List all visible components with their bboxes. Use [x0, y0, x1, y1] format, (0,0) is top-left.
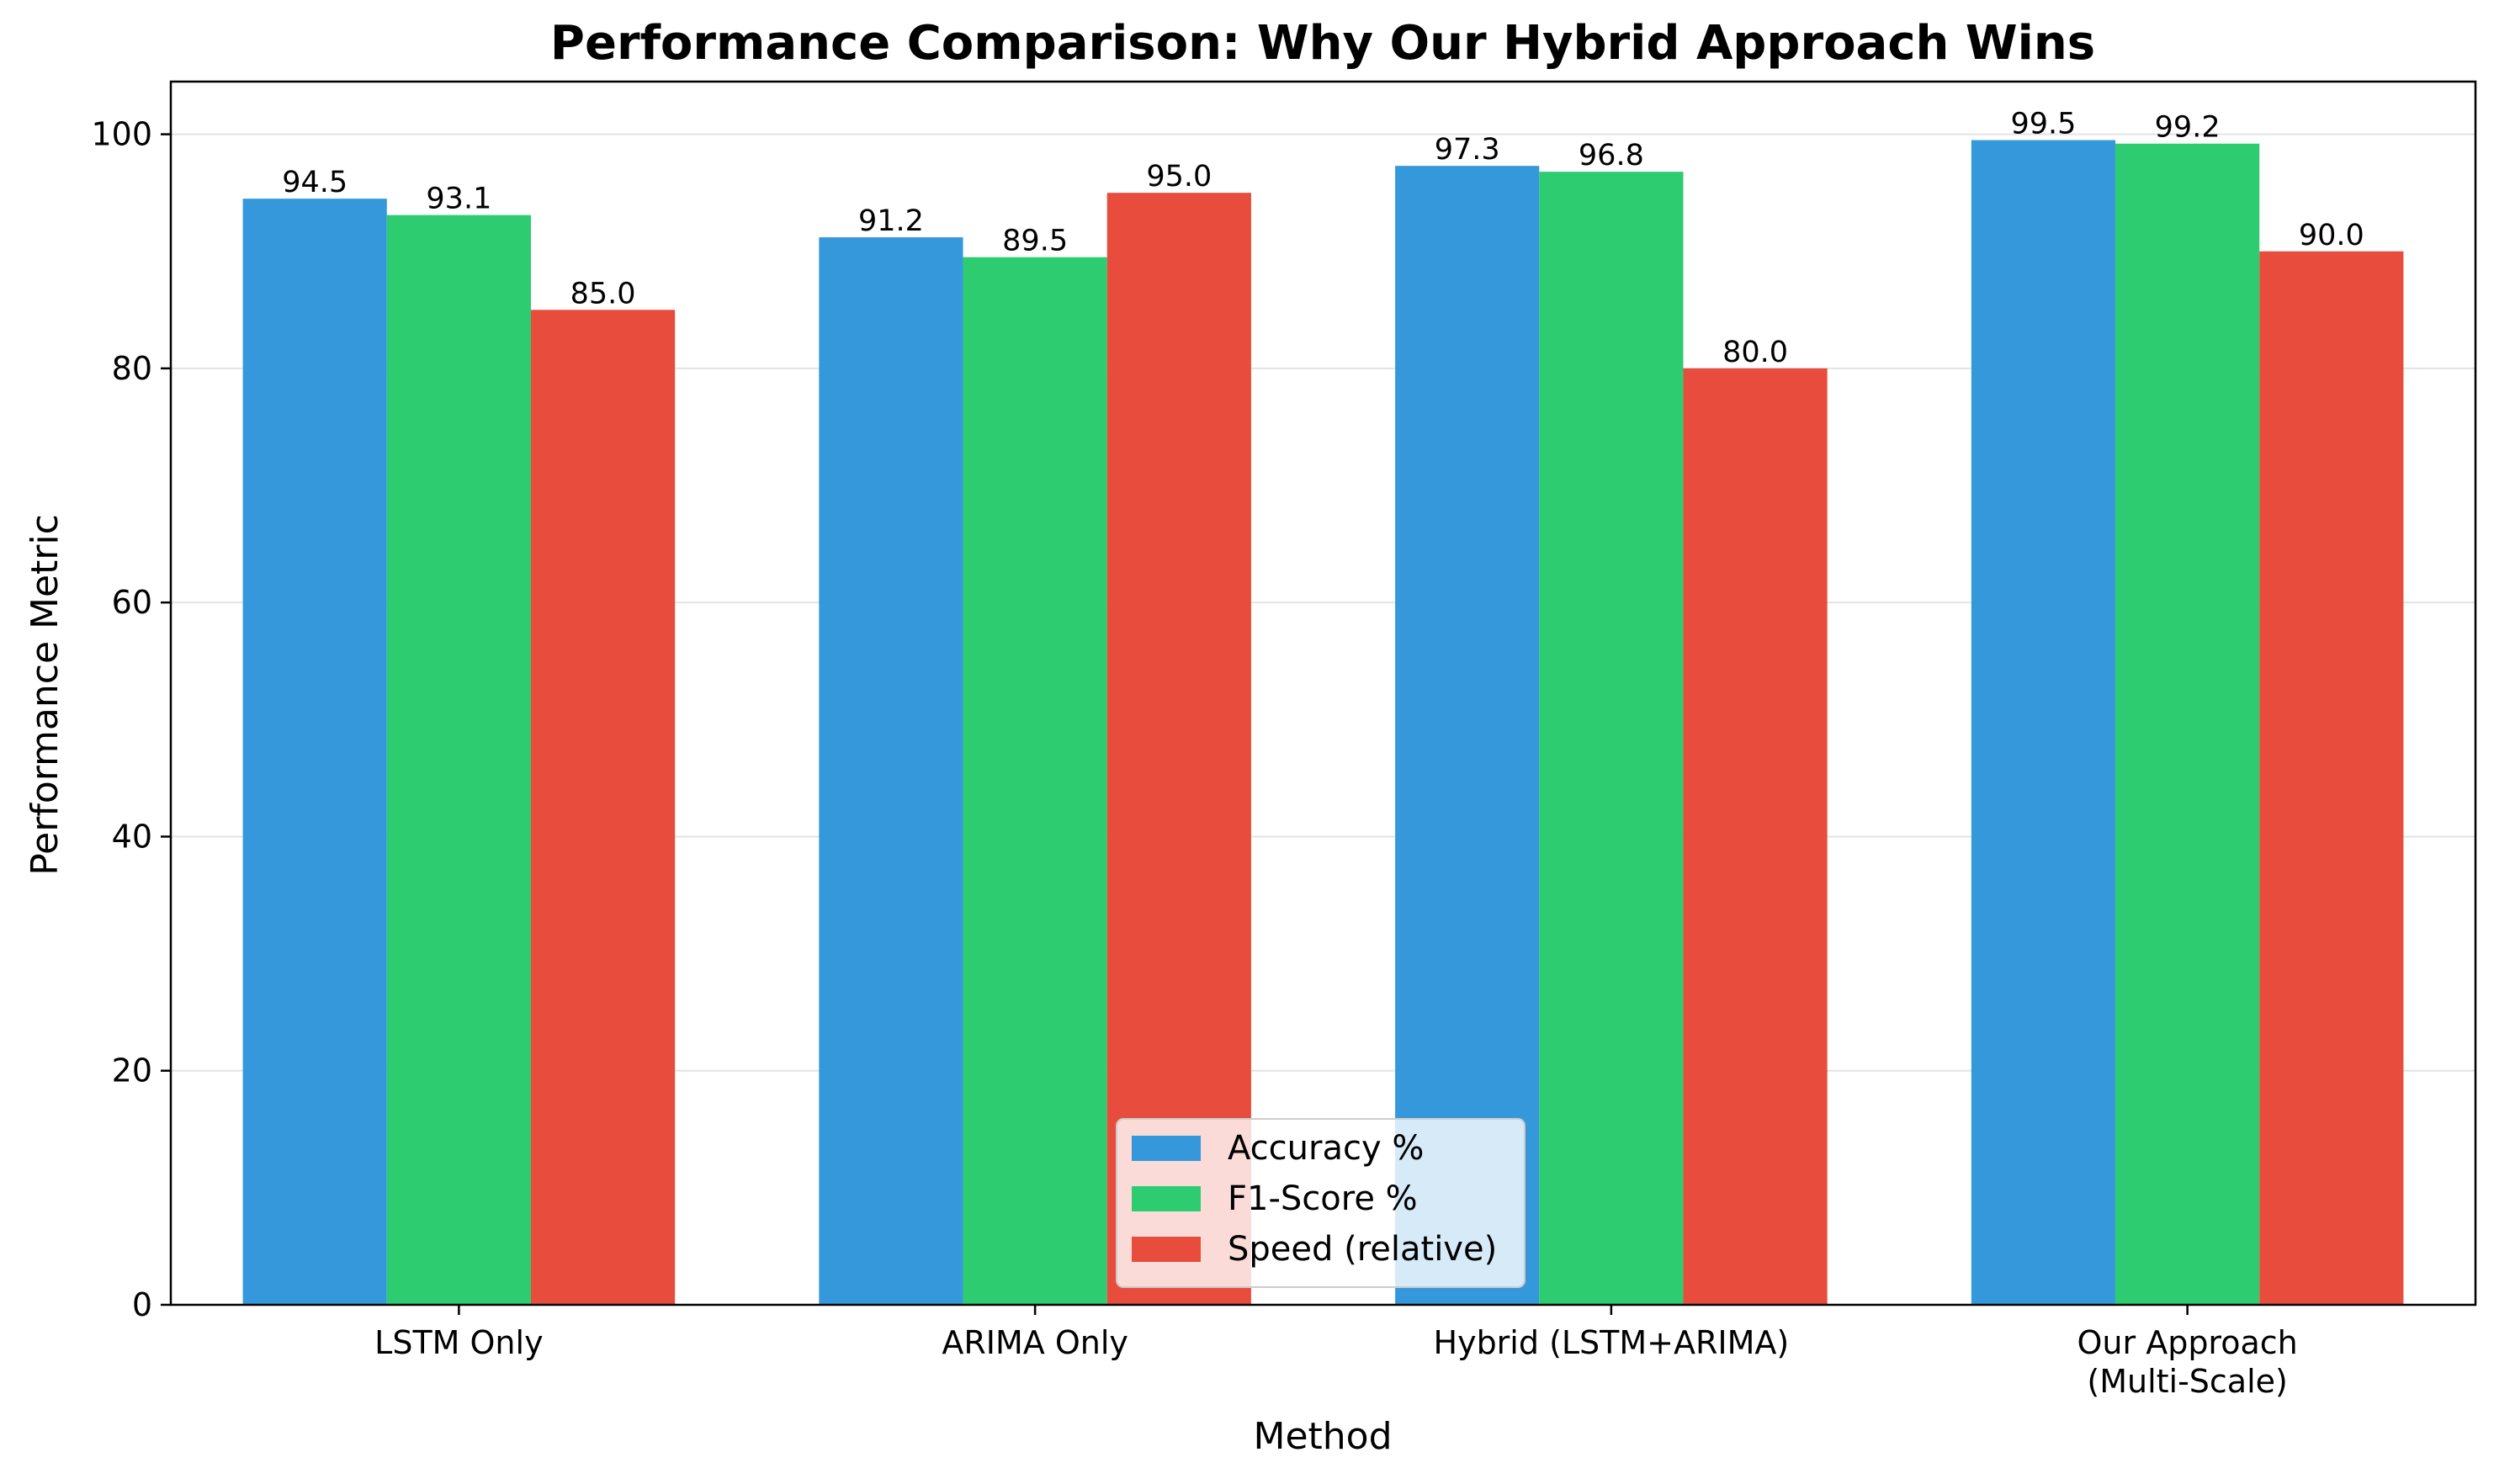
data-label: 85.0 — [570, 277, 636, 310]
legend-swatch — [1132, 1136, 1201, 1161]
x-tick-label: LSTM Only — [374, 1324, 543, 1361]
data-label: 95.0 — [1146, 160, 1212, 193]
plot-frame — [169, 80, 2477, 1306]
x-tick-label: Our Approach — [2077, 1324, 2298, 1361]
bar — [242, 199, 387, 1305]
chart-title: Performance Comparison: Why Our Hybrid A… — [550, 16, 2095, 71]
data-label: 90.0 — [2299, 219, 2364, 252]
legend-label: F1-Score % — [1228, 1179, 1418, 1218]
bar — [1395, 166, 1540, 1305]
data-label: 80.0 — [1722, 336, 1788, 369]
bar — [530, 310, 676, 1306]
data-label: 99.5 — [2010, 108, 2076, 141]
legend: Accuracy % F1-Score % Speed (relative) — [1116, 1118, 1526, 1288]
data-label: 89.5 — [1002, 225, 1068, 258]
legend-label: Accuracy % — [1228, 1129, 1424, 1168]
bar — [1683, 368, 1828, 1306]
x-tick-label: ARIMA Only — [942, 1324, 1128, 1361]
y-axis-label: Performance Metric — [24, 514, 66, 876]
y-tick-label: 40 — [112, 818, 152, 855]
x-tick-label: (Multi-Scale) — [2087, 1363, 2287, 1400]
legend-swatch — [1132, 1237, 1201, 1262]
data-label: 96.8 — [1579, 139, 1644, 172]
data-labels: 94.5 91.2 97.3 99.5 93.1 89.5 96.8 99.2 85.0 95.0… — [282, 108, 2364, 369]
bar — [1971, 140, 2116, 1306]
bar — [2259, 251, 2404, 1305]
axes: 0 20 40 60 80 100 LSTM Only ARIMA Only Hybrid (L… — [91, 80, 2477, 1400]
y-tick-label: 0 — [132, 1286, 152, 1323]
data-label: 93.1 — [426, 183, 491, 216]
data-label: 94.5 — [282, 166, 348, 199]
bar — [963, 257, 1107, 1305]
x-axis-label: Method — [1253, 1415, 1392, 1458]
legend-label: Speed (relative) — [1228, 1230, 1497, 1269]
bar — [2115, 143, 2260, 1306]
bar — [386, 215, 531, 1306]
y-tick-label: 20 — [112, 1052, 152, 1089]
y-tick-label: 60 — [112, 584, 152, 621]
y-tick-label: 80 — [112, 350, 152, 387]
legend-swatch — [1132, 1186, 1201, 1211]
bar — [819, 237, 963, 1305]
bar — [1539, 172, 1684, 1305]
y-tick-label: 100 — [91, 116, 152, 153]
bars — [242, 140, 2404, 1306]
data-label: 97.3 — [1435, 133, 1500, 167]
data-label: 91.2 — [858, 204, 924, 238]
data-label: 99.2 — [2155, 111, 2221, 145]
x-tick-label: Hybrid (LSTM+ARIMA) — [1434, 1324, 1790, 1361]
legend-box — [1116, 1118, 1526, 1288]
